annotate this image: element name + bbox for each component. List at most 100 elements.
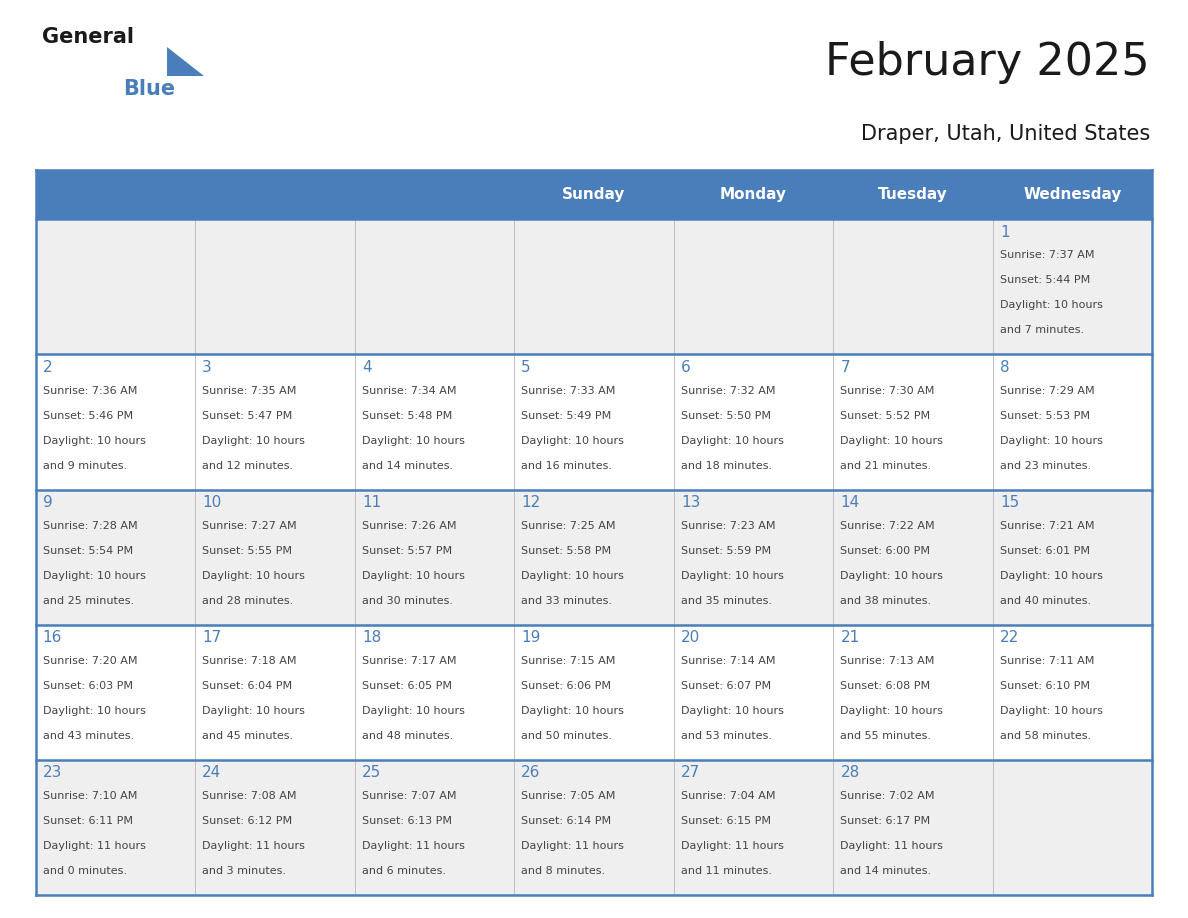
Text: Daylight: 10 hours: Daylight: 10 hours <box>840 435 943 445</box>
Text: and 53 minutes.: and 53 minutes. <box>681 731 772 741</box>
Text: and 30 minutes.: and 30 minutes. <box>362 596 453 606</box>
Text: Daylight: 10 hours: Daylight: 10 hours <box>840 706 943 716</box>
Text: Sunset: 5:50 PM: Sunset: 5:50 PM <box>681 410 771 420</box>
Text: Sunset: 5:52 PM: Sunset: 5:52 PM <box>840 410 930 420</box>
Text: and 48 minutes.: and 48 minutes. <box>362 731 453 741</box>
Text: and 55 minutes.: and 55 minutes. <box>840 731 931 741</box>
Text: Sunset: 5:46 PM: Sunset: 5:46 PM <box>43 410 133 420</box>
Text: and 18 minutes.: and 18 minutes. <box>681 461 772 471</box>
Text: and 21 minutes.: and 21 minutes. <box>840 461 931 471</box>
Text: and 6 minutes.: and 6 minutes. <box>362 866 446 876</box>
Text: Sunrise: 7:37 AM: Sunrise: 7:37 AM <box>1000 251 1094 261</box>
Text: and 11 minutes.: and 11 minutes. <box>681 866 772 876</box>
Text: 17: 17 <box>202 630 221 645</box>
Text: General: General <box>42 28 133 47</box>
Text: Sunset: 6:05 PM: Sunset: 6:05 PM <box>362 681 451 691</box>
Text: Sunrise: 7:14 AM: Sunrise: 7:14 AM <box>681 655 776 666</box>
Text: Sunrise: 7:20 AM: Sunrise: 7:20 AM <box>43 655 138 666</box>
Text: Sunrise: 7:30 AM: Sunrise: 7:30 AM <box>840 386 935 396</box>
Text: Daylight: 10 hours: Daylight: 10 hours <box>1000 706 1102 716</box>
Text: 5: 5 <box>522 360 531 375</box>
Text: Sunset: 6:15 PM: Sunset: 6:15 PM <box>681 816 771 826</box>
Text: Sunset: 5:57 PM: Sunset: 5:57 PM <box>362 545 451 555</box>
Text: 14: 14 <box>840 495 860 510</box>
Text: Sunset: 6:12 PM: Sunset: 6:12 PM <box>202 816 292 826</box>
Text: Sunset: 6:14 PM: Sunset: 6:14 PM <box>522 816 612 826</box>
Text: 23: 23 <box>43 766 62 780</box>
Polygon shape <box>166 47 204 76</box>
Text: Sunrise: 7:04 AM: Sunrise: 7:04 AM <box>681 791 776 801</box>
Text: 21: 21 <box>840 630 860 645</box>
Text: 9: 9 <box>43 495 52 510</box>
Text: Sunrise: 7:26 AM: Sunrise: 7:26 AM <box>362 521 456 531</box>
Text: and 25 minutes.: and 25 minutes. <box>43 596 134 606</box>
Text: Daylight: 10 hours: Daylight: 10 hours <box>681 706 784 716</box>
Text: Daylight: 10 hours: Daylight: 10 hours <box>1000 571 1102 581</box>
Text: Sunrise: 7:15 AM: Sunrise: 7:15 AM <box>522 655 615 666</box>
Text: Sunset: 6:04 PM: Sunset: 6:04 PM <box>202 681 292 691</box>
Text: Sunrise: 7:34 AM: Sunrise: 7:34 AM <box>362 386 456 396</box>
Text: Monday: Monday <box>720 187 786 202</box>
Text: Daylight: 10 hours: Daylight: 10 hours <box>681 435 784 445</box>
Text: Sunset: 6:08 PM: Sunset: 6:08 PM <box>840 681 930 691</box>
Text: Tuesday: Tuesday <box>878 187 948 202</box>
Text: Sunrise: 7:33 AM: Sunrise: 7:33 AM <box>522 386 615 396</box>
Text: Sunset: 6:03 PM: Sunset: 6:03 PM <box>43 681 133 691</box>
Text: Sunrise: 7:02 AM: Sunrise: 7:02 AM <box>840 791 935 801</box>
Text: Blue: Blue <box>122 79 175 99</box>
Text: Sunrise: 7:08 AM: Sunrise: 7:08 AM <box>202 791 297 801</box>
Text: and 0 minutes.: and 0 minutes. <box>43 866 127 876</box>
Text: and 3 minutes.: and 3 minutes. <box>202 866 286 876</box>
Text: Sunset: 6:11 PM: Sunset: 6:11 PM <box>43 816 133 826</box>
Text: 18: 18 <box>362 630 381 645</box>
Text: and 28 minutes.: and 28 minutes. <box>202 596 293 606</box>
Text: and 50 minutes.: and 50 minutes. <box>522 731 612 741</box>
Text: Sunrise: 7:07 AM: Sunrise: 7:07 AM <box>362 791 456 801</box>
Text: 6: 6 <box>681 360 690 375</box>
Text: Daylight: 10 hours: Daylight: 10 hours <box>202 571 305 581</box>
Text: Sunset: 5:49 PM: Sunset: 5:49 PM <box>522 410 612 420</box>
Text: Daylight: 11 hours: Daylight: 11 hours <box>840 841 943 851</box>
Text: Sunset: 6:13 PM: Sunset: 6:13 PM <box>362 816 451 826</box>
Text: Sunset: 6:17 PM: Sunset: 6:17 PM <box>840 816 930 826</box>
Text: Sunrise: 7:27 AM: Sunrise: 7:27 AM <box>202 521 297 531</box>
Text: Sunrise: 7:28 AM: Sunrise: 7:28 AM <box>43 521 138 531</box>
Text: 27: 27 <box>681 766 700 780</box>
Text: Sunset: 6:06 PM: Sunset: 6:06 PM <box>522 681 612 691</box>
Text: Sunrise: 7:29 AM: Sunrise: 7:29 AM <box>1000 386 1094 396</box>
Text: 15: 15 <box>1000 495 1019 510</box>
Text: Sunday: Sunday <box>562 187 626 202</box>
Text: Sunset: 5:54 PM: Sunset: 5:54 PM <box>43 545 133 555</box>
Text: 28: 28 <box>840 766 860 780</box>
Text: Sunset: 6:01 PM: Sunset: 6:01 PM <box>1000 545 1089 555</box>
Text: Daylight: 11 hours: Daylight: 11 hours <box>681 841 784 851</box>
Text: 10: 10 <box>202 495 221 510</box>
Text: Daylight: 10 hours: Daylight: 10 hours <box>522 571 624 581</box>
Text: and 33 minutes.: and 33 minutes. <box>522 596 612 606</box>
Text: Sunrise: 7:18 AM: Sunrise: 7:18 AM <box>202 655 297 666</box>
Text: Sunrise: 7:32 AM: Sunrise: 7:32 AM <box>681 386 776 396</box>
Text: and 16 minutes.: and 16 minutes. <box>522 461 612 471</box>
Text: Sunset: 5:55 PM: Sunset: 5:55 PM <box>202 545 292 555</box>
Text: 12: 12 <box>522 495 541 510</box>
Text: Daylight: 11 hours: Daylight: 11 hours <box>43 841 146 851</box>
Text: 19: 19 <box>522 630 541 645</box>
Text: and 14 minutes.: and 14 minutes. <box>840 866 931 876</box>
Text: and 35 minutes.: and 35 minutes. <box>681 596 772 606</box>
Text: 8: 8 <box>1000 360 1010 375</box>
Text: 26: 26 <box>522 766 541 780</box>
Text: 16: 16 <box>43 630 62 645</box>
Text: and 8 minutes.: and 8 minutes. <box>522 866 606 876</box>
Text: 13: 13 <box>681 495 700 510</box>
Text: and 43 minutes.: and 43 minutes. <box>43 731 134 741</box>
Text: Daylight: 10 hours: Daylight: 10 hours <box>681 571 784 581</box>
Text: Sunrise: 7:10 AM: Sunrise: 7:10 AM <box>43 791 137 801</box>
Text: Sunset: 5:59 PM: Sunset: 5:59 PM <box>681 545 771 555</box>
Text: Sunrise: 7:25 AM: Sunrise: 7:25 AM <box>522 521 615 531</box>
Text: Daylight: 10 hours: Daylight: 10 hours <box>522 706 624 716</box>
Text: Daylight: 10 hours: Daylight: 10 hours <box>43 435 146 445</box>
Text: Wednesday: Wednesday <box>1023 187 1121 202</box>
Text: Daylight: 10 hours: Daylight: 10 hours <box>522 435 624 445</box>
Text: Sunset: 5:58 PM: Sunset: 5:58 PM <box>522 545 612 555</box>
Text: Sunset: 6:10 PM: Sunset: 6:10 PM <box>1000 681 1089 691</box>
